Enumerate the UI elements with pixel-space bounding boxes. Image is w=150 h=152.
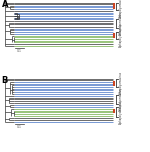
Text: Deltapolyomavirus: Deltapolyomavirus bbox=[118, 11, 123, 35]
Text: A: A bbox=[2, 0, 8, 9]
Text: Alphapolyomavirus: Alphapolyomavirus bbox=[118, 23, 123, 47]
Text: Orthopolyomavirus: Orthopolyomavirus bbox=[118, 71, 123, 95]
Text: 0.1: 0.1 bbox=[17, 49, 22, 53]
Text: 0.1: 0.1 bbox=[17, 125, 22, 129]
Text: B: B bbox=[2, 76, 8, 85]
Text: Deltapolyomavirus: Deltapolyomavirus bbox=[118, 87, 123, 111]
Text: Alphapolyomavirus: Alphapolyomavirus bbox=[118, 100, 123, 124]
Text: Orthopolyomavirus: Orthopolyomavirus bbox=[118, 0, 123, 18]
